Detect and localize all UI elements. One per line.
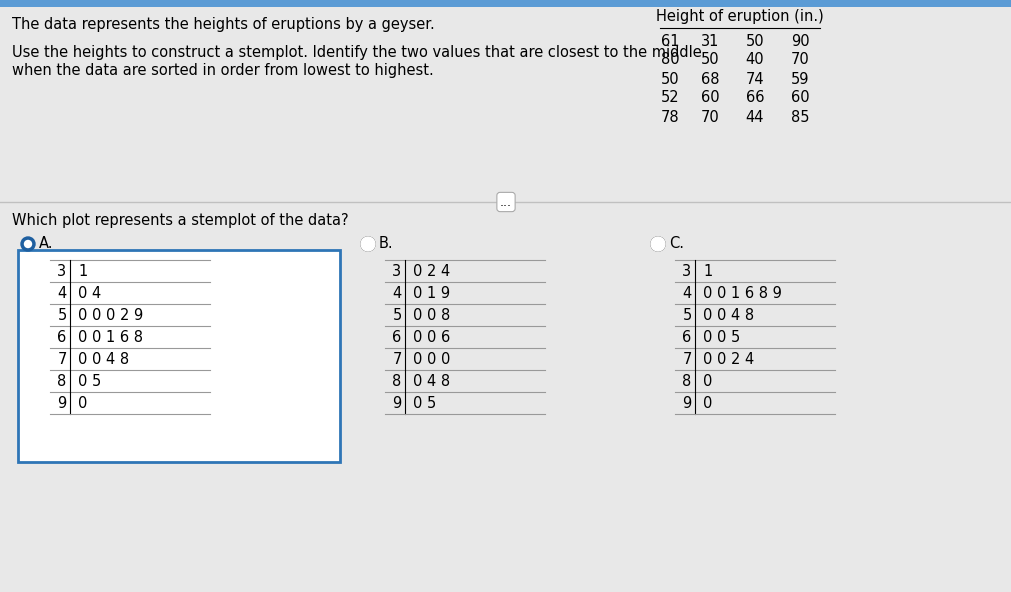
Text: 0: 0 — [78, 395, 87, 410]
Text: 5: 5 — [681, 307, 691, 323]
Text: 6: 6 — [392, 330, 401, 345]
Text: 60: 60 — [790, 91, 809, 105]
Text: when the data are sorted in order from lowest to highest.: when the data are sorted in order from l… — [12, 63, 434, 78]
Text: 8: 8 — [392, 374, 401, 388]
Text: 0 0 0 2 9: 0 0 0 2 9 — [78, 307, 144, 323]
Text: 52: 52 — [660, 91, 678, 105]
Text: Use the heights to construct a stemplot. Identify the two values that are closes: Use the heights to construct a stemplot.… — [12, 44, 701, 60]
Text: 0 4 8: 0 4 8 — [412, 374, 450, 388]
Text: 4: 4 — [681, 285, 691, 301]
Text: 66: 66 — [745, 91, 763, 105]
Text: 3: 3 — [58, 263, 67, 278]
Text: 70: 70 — [790, 53, 809, 67]
Text: 5: 5 — [58, 307, 67, 323]
Text: 50: 50 — [660, 72, 678, 86]
Text: 9: 9 — [392, 395, 401, 410]
Text: 7: 7 — [681, 352, 691, 366]
Text: 0 0 6: 0 0 6 — [412, 330, 450, 345]
Text: 68: 68 — [700, 72, 719, 86]
Text: 6: 6 — [681, 330, 691, 345]
Text: 50: 50 — [700, 53, 719, 67]
Text: The data represents the heights of eruptions by a geyser.: The data represents the heights of erupt… — [12, 17, 435, 31]
Text: 40: 40 — [745, 53, 763, 67]
Text: 9: 9 — [681, 395, 691, 410]
Text: 0 0 8: 0 0 8 — [412, 307, 450, 323]
Text: 90: 90 — [790, 34, 809, 49]
Text: 4: 4 — [392, 285, 401, 301]
Text: 74: 74 — [745, 72, 763, 86]
Text: 61: 61 — [660, 34, 678, 49]
Text: 8: 8 — [58, 374, 67, 388]
Text: 0 0 5: 0 0 5 — [703, 330, 739, 345]
Text: 50: 50 — [745, 34, 763, 49]
Text: 60: 60 — [700, 91, 719, 105]
Text: 0: 0 — [703, 374, 712, 388]
Circle shape — [21, 237, 35, 251]
Text: 0 2 4: 0 2 4 — [412, 263, 450, 278]
Text: 9: 9 — [58, 395, 67, 410]
Text: 3: 3 — [681, 263, 691, 278]
Text: 0 0 4 8: 0 0 4 8 — [78, 352, 129, 366]
Text: 1: 1 — [78, 263, 87, 278]
Text: 85: 85 — [790, 110, 809, 124]
Text: 70: 70 — [700, 110, 719, 124]
Text: Height of eruption (in.): Height of eruption (in.) — [655, 9, 823, 24]
Text: 0 0 2 4: 0 0 2 4 — [703, 352, 753, 366]
Circle shape — [24, 240, 31, 247]
Text: A.: A. — [39, 236, 54, 252]
Text: 80: 80 — [660, 53, 678, 67]
Text: Which plot represents a stemplot of the data?: Which plot represents a stemplot of the … — [12, 213, 348, 227]
Text: 6: 6 — [58, 330, 67, 345]
Circle shape — [361, 237, 375, 251]
Text: 78: 78 — [660, 110, 678, 124]
Text: C.: C. — [668, 236, 683, 252]
Text: 0: 0 — [703, 395, 712, 410]
Text: 7: 7 — [392, 352, 401, 366]
Text: 7: 7 — [58, 352, 67, 366]
Text: 0 0 4 8: 0 0 4 8 — [703, 307, 753, 323]
Text: 1: 1 — [703, 263, 712, 278]
Text: 0 5: 0 5 — [412, 395, 436, 410]
Text: 0 1 9: 0 1 9 — [412, 285, 450, 301]
Text: 0 4: 0 4 — [78, 285, 101, 301]
Text: B.: B. — [379, 236, 393, 252]
Bar — [0, 0, 1011, 7]
Circle shape — [650, 237, 664, 251]
Text: 44: 44 — [745, 110, 763, 124]
Text: 5: 5 — [392, 307, 401, 323]
Text: 0 0 0: 0 0 0 — [412, 352, 450, 366]
Text: 3: 3 — [392, 263, 401, 278]
Text: ...: ... — [499, 195, 512, 208]
Text: 0 5: 0 5 — [78, 374, 101, 388]
Text: 59: 59 — [790, 72, 809, 86]
Bar — [18, 250, 340, 462]
Text: 0 0 1 6 8 9: 0 0 1 6 8 9 — [703, 285, 782, 301]
Text: 31: 31 — [701, 34, 719, 49]
Text: 4: 4 — [58, 285, 67, 301]
Text: 8: 8 — [681, 374, 691, 388]
Text: 0 0 1 6 8: 0 0 1 6 8 — [78, 330, 143, 345]
